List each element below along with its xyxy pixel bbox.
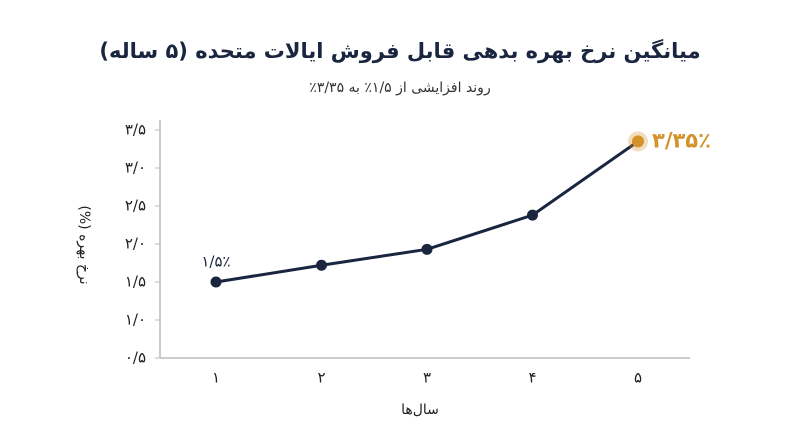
chart-subtitle: روند افزایشی از ۱/۵٪ به ۳/۳۵٪	[309, 80, 490, 96]
y-tick-label: ۲/۰	[125, 235, 146, 253]
line	[215, 140, 639, 284]
x-tick-label: ۳	[423, 369, 431, 387]
value-label: ۳/۳۵٪	[652, 128, 711, 152]
point	[421, 243, 433, 255]
y-tick-label: ۱/۰	[125, 311, 146, 329]
y-tick-label: ۱/۵	[125, 273, 146, 291]
x-tick-label: ۴	[528, 369, 536, 387]
y-tick-label: ۰/۵	[125, 349, 146, 367]
x-tick-label: ۲	[317, 369, 325, 387]
value-label: ۱/۵٪	[201, 253, 230, 271]
y-tick-label: ۳/۰	[125, 159, 146, 177]
y-tick-label: ۳/۵	[125, 121, 146, 139]
x-tick-label: ۱	[212, 369, 220, 387]
point	[632, 135, 644, 148]
x-tick-label: ۵	[634, 369, 642, 387]
y-axis-label: نرخ بهره (%)	[76, 205, 92, 284]
point	[527, 209, 538, 221]
x-axis-label: سال‌ها	[401, 402, 439, 418]
point	[316, 259, 327, 271]
chart-title: میانگین نرخ بهره بدهی قابل فروش ایالات م…	[99, 38, 700, 63]
y-tick-label: ۲/۵	[125, 197, 146, 215]
point	[210, 276, 222, 288]
